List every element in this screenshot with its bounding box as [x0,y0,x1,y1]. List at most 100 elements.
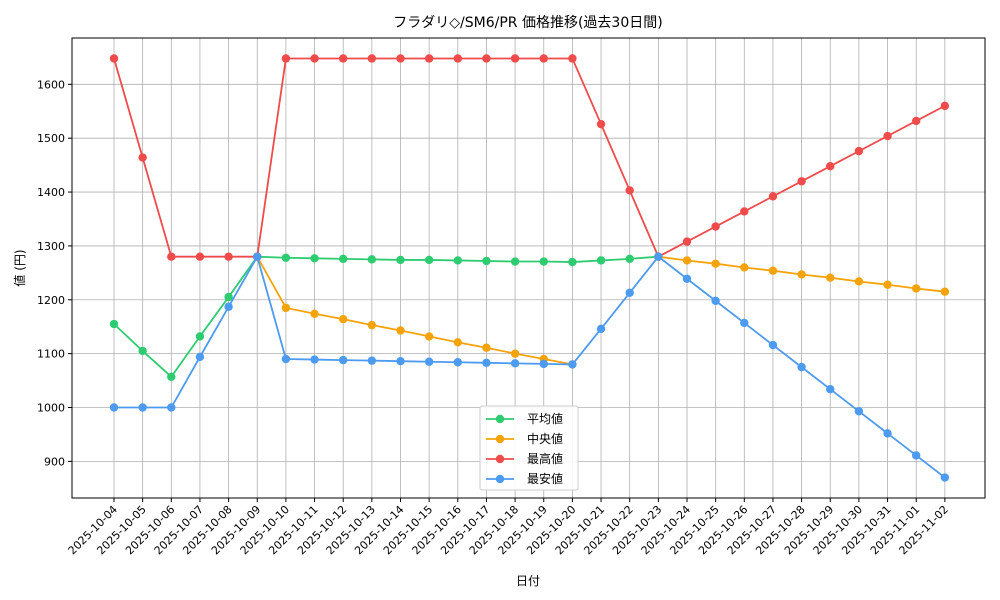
x-axis: 2025-10-042025-10-052025-10-062025-10-07… [66,498,951,557]
y-tick-label: 1400 [37,186,65,199]
data-point [367,356,377,365]
data-point [596,256,606,265]
data-point [396,356,405,366]
chart-title: フラダリ◇/SM6/PR 価格推移(過去30日間) [393,15,662,31]
data-point [510,359,520,368]
data-point [424,255,434,265]
data-point [339,54,348,63]
data-point [826,161,835,171]
data-point [940,101,950,111]
data-point [281,354,291,364]
series-line [114,254,946,479]
data-point [826,273,835,282]
y-tick-label: 1300 [37,240,65,253]
data-point [367,54,377,63]
data-point [568,54,577,63]
series-3 [109,54,950,261]
y-tick-label: 1600 [37,78,65,91]
data-point [912,116,921,126]
y-axis: 900 1000 1100 1200 1300 1400 1500 1600 [37,78,72,468]
data-point [195,252,205,261]
data-point [396,326,405,335]
data-point [740,207,749,216]
data-point [539,257,548,266]
data-point [625,288,634,297]
data-point [768,192,778,201]
y-tick-label: 1200 [37,294,65,307]
data-point [453,256,462,265]
legend-entry: 最安値 [527,471,563,486]
data-point [940,287,950,296]
data-point [854,407,864,416]
data-point [482,256,491,266]
data-point [568,360,577,369]
data-point [109,54,119,63]
data-point [195,332,205,341]
data-point [310,355,319,364]
data-point [912,451,921,460]
y-axis-label: 値 (円) [12,249,27,286]
data-point [539,359,548,369]
data-point [310,254,319,263]
data-point [625,254,634,264]
data-point [883,131,892,141]
series-line [256,256,573,366]
data-point [510,257,520,266]
data-point [682,274,692,283]
data-point [768,340,778,350]
data-point [167,372,176,382]
data-point [195,352,205,362]
data-point [339,314,348,324]
data-point [711,296,720,306]
y-tick-label: 1500 [37,132,65,145]
data-point [138,153,147,162]
data-point [453,54,462,63]
legend-entry: 平均値 [527,411,563,426]
data-point [396,255,405,265]
y-tick-label: 1100 [37,348,65,361]
y-tick-label: 1000 [37,402,65,415]
data-point [482,343,491,352]
data-point [826,384,835,394]
data-point [596,119,606,129]
data-point [396,54,405,63]
data-point [253,252,262,261]
data-point [539,54,548,63]
data-point [682,237,692,246]
data-point [167,252,176,261]
data-point [339,355,348,365]
legend-box [479,405,579,491]
data-point [654,252,663,261]
data-point [367,320,377,330]
data-point [768,266,778,275]
data-point [109,319,119,329]
data-point [740,263,749,272]
y-tick-label: 900 [44,455,65,468]
data-point [596,324,606,334]
legend-swatch-marker [495,454,505,464]
data-point [510,54,520,63]
data-point [224,292,233,302]
data-point [281,253,291,262]
data-point [711,259,720,268]
data-point [138,403,147,412]
series-line [113,255,659,379]
data-point [453,338,462,347]
data-point [883,429,892,438]
data-point [482,358,491,368]
data-point [625,186,634,195]
data-point [367,255,377,264]
data-point [797,177,806,186]
data-point [453,358,462,367]
data-point [224,252,233,261]
data-point [854,146,864,156]
legend-entry: 最高値 [527,451,563,466]
legend-swatch-marker [495,414,505,424]
series-4 [109,252,950,482]
data-point [310,54,319,63]
data-point [510,349,520,358]
data-point [568,257,577,267]
data-point [740,318,749,328]
series-line [113,57,946,258]
data-point [912,284,921,293]
